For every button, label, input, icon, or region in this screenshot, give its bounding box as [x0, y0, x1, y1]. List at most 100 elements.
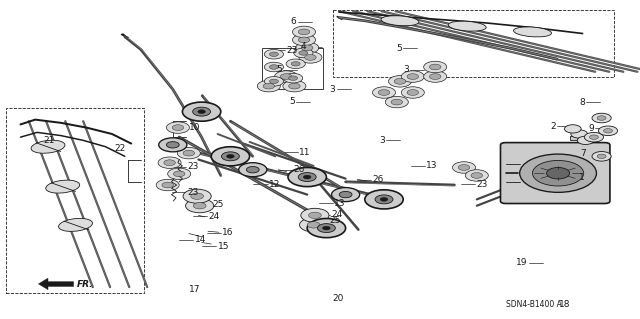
Text: 5: 5 [396, 44, 402, 53]
Circle shape [183, 189, 211, 203]
Text: 7: 7 [580, 149, 586, 158]
Text: 23: 23 [187, 188, 198, 197]
Circle shape [401, 87, 424, 98]
Circle shape [375, 195, 393, 204]
Circle shape [193, 107, 211, 116]
Circle shape [294, 48, 313, 58]
Circle shape [299, 52, 322, 63]
Text: 4: 4 [301, 42, 307, 51]
Circle shape [263, 83, 275, 89]
FancyBboxPatch shape [500, 143, 610, 204]
Circle shape [604, 129, 612, 133]
Circle shape [264, 77, 284, 86]
Polygon shape [570, 136, 598, 140]
Circle shape [597, 116, 606, 120]
Circle shape [577, 136, 594, 145]
Circle shape [289, 83, 300, 89]
Circle shape [305, 55, 316, 60]
Circle shape [424, 71, 447, 82]
Circle shape [300, 218, 328, 232]
Circle shape [221, 152, 239, 161]
Ellipse shape [59, 219, 92, 231]
Text: 14: 14 [195, 235, 206, 244]
Text: 2: 2 [550, 122, 556, 130]
Circle shape [339, 191, 352, 198]
Circle shape [288, 167, 326, 187]
Circle shape [429, 74, 441, 79]
Circle shape [168, 168, 191, 180]
Ellipse shape [46, 180, 79, 193]
Polygon shape [333, 10, 614, 77]
Text: 23: 23 [287, 46, 298, 55]
Circle shape [159, 138, 187, 152]
Circle shape [564, 125, 581, 133]
Text: 12: 12 [269, 180, 280, 189]
Text: 23: 23 [187, 162, 198, 171]
Text: 9: 9 [588, 124, 594, 133]
Circle shape [332, 188, 360, 202]
Circle shape [191, 193, 204, 199]
Circle shape [166, 142, 179, 148]
Circle shape [182, 102, 221, 121]
Circle shape [193, 203, 206, 209]
Text: 3: 3 [379, 136, 385, 145]
Circle shape [283, 80, 306, 92]
Circle shape [280, 74, 292, 79]
Circle shape [429, 64, 441, 70]
Circle shape [571, 130, 588, 138]
Circle shape [257, 80, 280, 92]
Circle shape [385, 96, 408, 108]
Circle shape [264, 62, 284, 72]
Text: 5: 5 [276, 65, 282, 74]
Text: 10: 10 [189, 123, 200, 132]
Text: 11: 11 [299, 148, 310, 157]
Text: 8: 8 [579, 98, 585, 107]
Circle shape [597, 154, 606, 159]
Circle shape [286, 59, 305, 69]
Circle shape [289, 76, 298, 80]
Circle shape [592, 152, 611, 161]
Circle shape [307, 219, 346, 238]
Text: FR.: FR. [77, 280, 93, 289]
Text: 25: 25 [212, 200, 224, 209]
Circle shape [239, 163, 267, 177]
Circle shape [317, 224, 335, 233]
Circle shape [589, 135, 598, 139]
Circle shape [323, 226, 330, 230]
Circle shape [458, 165, 470, 170]
Circle shape [269, 79, 278, 84]
Text: 13: 13 [426, 161, 438, 170]
Circle shape [584, 132, 604, 142]
Text: 22: 22 [114, 144, 125, 153]
Text: 17: 17 [189, 285, 201, 294]
Circle shape [424, 61, 447, 73]
Text: 3: 3 [330, 85, 335, 94]
Circle shape [465, 170, 488, 181]
Circle shape [391, 99, 403, 105]
Circle shape [372, 87, 396, 98]
Circle shape [269, 52, 278, 56]
Circle shape [186, 199, 214, 213]
Circle shape [269, 65, 278, 69]
Circle shape [211, 147, 250, 166]
Circle shape [246, 167, 259, 173]
Circle shape [308, 212, 321, 219]
Ellipse shape [448, 21, 486, 31]
Text: 23: 23 [476, 180, 488, 189]
Text: 6: 6 [291, 17, 296, 26]
Circle shape [156, 179, 179, 191]
FancyBboxPatch shape [6, 108, 144, 293]
Circle shape [452, 162, 476, 173]
Circle shape [307, 222, 320, 228]
Circle shape [598, 126, 618, 136]
Text: 13: 13 [334, 199, 346, 208]
Circle shape [284, 73, 303, 83]
Circle shape [298, 29, 310, 35]
Circle shape [301, 45, 313, 51]
Text: 21: 21 [44, 136, 55, 145]
Circle shape [173, 171, 185, 177]
Circle shape [292, 34, 316, 46]
Circle shape [227, 154, 234, 158]
Text: 15: 15 [218, 242, 229, 251]
Circle shape [292, 26, 316, 38]
